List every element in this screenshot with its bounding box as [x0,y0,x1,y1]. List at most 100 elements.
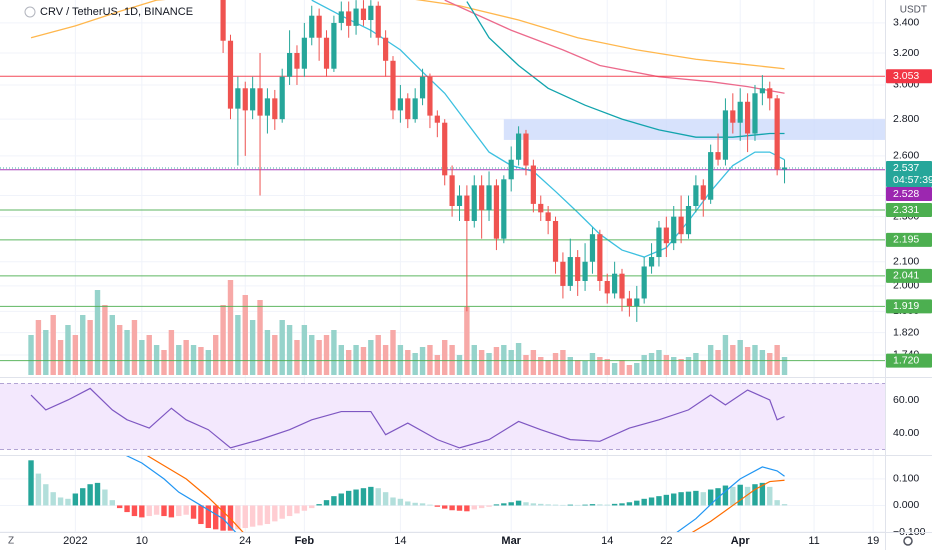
candle-body [767,88,773,99]
macd-line [125,456,785,532]
settings-icon[interactable] [903,536,913,546]
volume-bar [574,360,581,375]
candle-body [456,195,463,206]
candle-body [383,37,389,61]
volume-bar [205,350,212,375]
volume-bar [35,320,42,375]
price-badge-label: 2.528 [893,188,919,200]
candle-body [309,15,315,38]
y-tick-label: 0.000 [893,499,919,511]
macd-histogram-bar [508,502,514,506]
macd-histogram-bar [338,493,344,506]
macd-histogram-bar [464,505,470,512]
price-badge-label: 1.919 [893,300,919,312]
candle-body [641,266,647,299]
candle-body [220,0,226,41]
macd-histogram-bar [419,503,426,506]
y-tick-label: 3.200 [893,47,919,59]
currency-label[interactable]: USDT [900,5,927,16]
macd-histogram-bar [286,505,293,517]
candle-body [493,185,500,239]
candle-body [279,76,285,120]
volume-bar [759,350,766,375]
price-badge [886,69,932,84]
macd-histogram-bar [471,505,477,510]
volume-bar [752,345,758,375]
symbol-title[interactable]: CRV / TetherUS, 1D, BINANCE [40,6,193,18]
volume-bar [213,335,219,375]
candle-body [589,234,596,262]
macd-histogram-bar [759,482,766,506]
candle-body [604,280,610,294]
macd-histogram-bar [678,492,684,506]
macd-histogram-bar [102,489,108,506]
volume-bar [397,345,404,375]
volume-bar [478,350,485,375]
candle-body [774,98,780,170]
macd-histogram-bar [574,504,581,506]
macd-histogram-bar [412,502,418,506]
macd-histogram-bar [397,498,404,506]
candle-body [442,122,448,176]
volume-bar [486,353,492,375]
macd-histogram-bar [589,504,596,506]
candle-body [730,110,736,123]
y-tick-label: −0.100 [893,526,926,538]
candle-body [737,101,743,123]
candle-body [752,93,758,134]
volume-bar [338,345,344,375]
macd-histogram-bar [190,505,197,519]
volume-bar [50,315,56,375]
y-tick-label: 0.100 [893,473,919,485]
macd-histogram-bar [153,505,160,515]
macd-histogram-bar [72,493,79,506]
macd-histogram-bar [663,494,670,506]
candle-body [715,152,721,160]
macd-histogram-bar [80,488,86,506]
price-badge [886,161,932,188]
volume-bar [582,361,588,375]
volume-bar [131,320,138,375]
candle-body [722,110,729,160]
macd-histogram-bar [176,505,182,517]
price-badge [886,299,932,314]
candle-body [693,185,699,206]
candle-body [567,257,573,286]
x-tick-label: 14 [601,535,613,547]
price-badge-label: 3.053 [893,70,919,82]
volume-bar [264,330,271,375]
macd-histogram-bar [316,504,322,506]
candle-body [619,273,625,299]
macd-histogram-bar [685,491,692,506]
macd-histogram-bar [626,502,633,506]
macd-histogram-bar [693,490,699,506]
candle-body [530,165,536,204]
macd-histogram-bar [205,505,212,529]
macd-histogram-bar [345,490,352,506]
macd-histogram-bar [767,486,773,506]
candle-body [515,133,522,160]
candle-body [294,52,300,69]
macd-histogram-bar [301,505,308,511]
candle-body [508,159,514,180]
macd-histogram-bar [87,484,93,506]
macd-histogram-bar [449,505,455,511]
candle-body [434,115,440,123]
symbol-icon[interactable] [24,6,36,18]
candle-body [663,227,669,244]
macd-histogram-bar [65,498,71,506]
volume-bar [685,357,692,375]
candle-body [235,88,241,109]
macd-histogram-bar [50,492,56,506]
candle-body [353,8,359,26]
macd-histogram-bar [94,482,101,506]
volume-bar [176,345,182,375]
macd-histogram-bar [353,489,359,506]
candle-body [397,98,403,111]
auto-scale-button[interactable]: Z [8,536,14,547]
macd-histogram-bar [390,497,396,506]
volume-bar [774,345,780,375]
settings-button[interactable] [903,536,913,546]
macd-histogram-bar [382,492,389,506]
volume-bar [648,353,655,375]
